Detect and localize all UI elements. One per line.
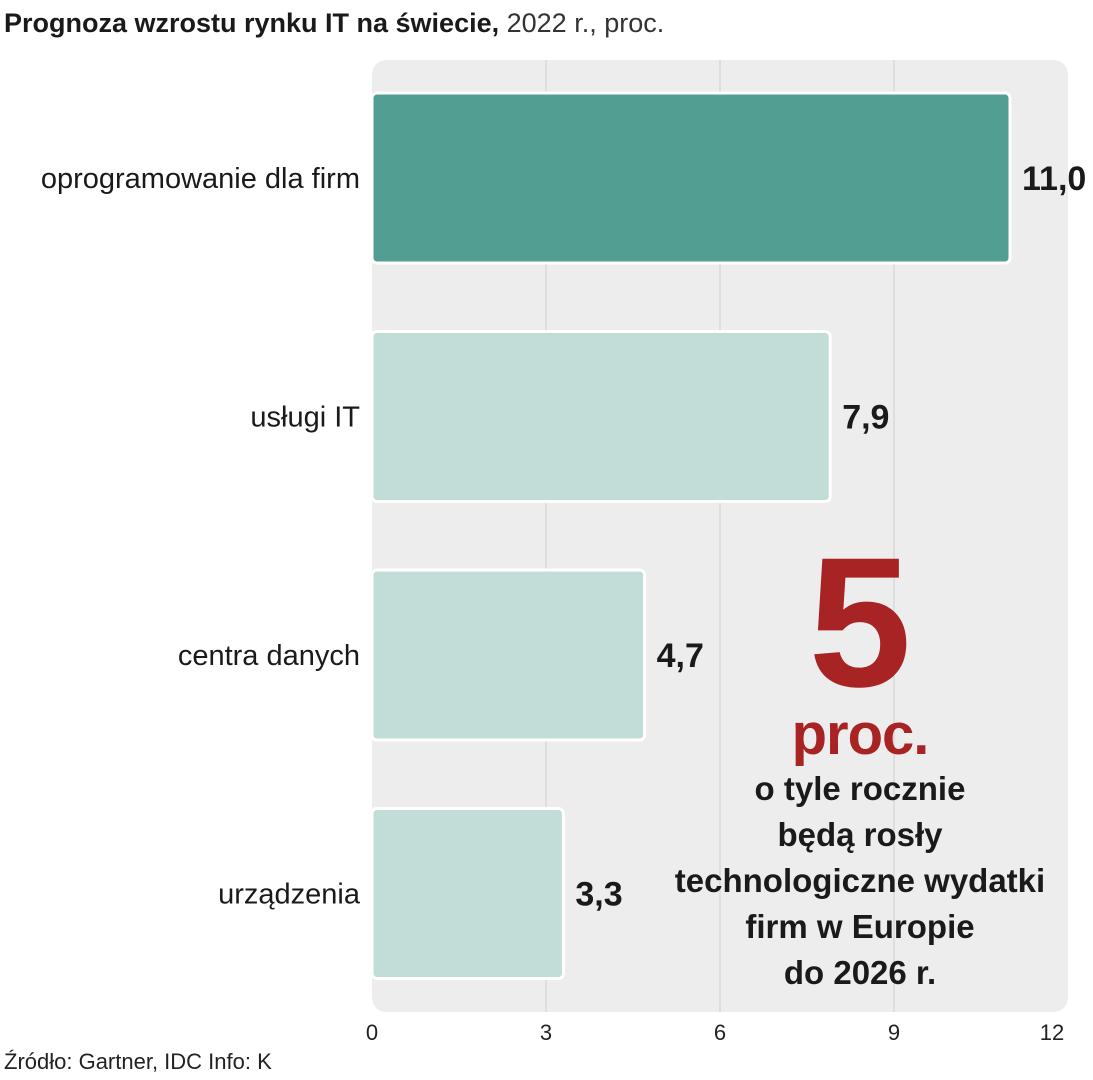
bar (370, 91, 1012, 265)
tick-label: 9 (888, 1020, 900, 1045)
callout-line: będą rosły (777, 816, 943, 853)
bar (370, 330, 832, 503)
chart-title-main: Prognoza wzrostu rynku IT na świecie, (4, 8, 500, 38)
tick-label: 0 (366, 1020, 378, 1045)
category-label: usługi IT (250, 402, 360, 434)
chart-title: Prognoza wzrostu rynku IT na świecie, 20… (4, 6, 664, 40)
callout-number: 5 (808, 520, 912, 726)
value-label: 7,9 (842, 399, 889, 437)
callout: 5 proc. o tyle rocznie będą rosły techno… (640, 520, 1080, 996)
category-label: oprogramowanie dla firm (41, 163, 360, 195)
callout-unit: proc. (791, 702, 930, 767)
tick-label: 12 (1040, 1020, 1064, 1045)
callout-line: technologiczne wydatki (674, 862, 1046, 899)
tick-label: 6 (714, 1020, 726, 1045)
callout-line: o tyle rocznie (754, 770, 966, 807)
bar (370, 807, 565, 980)
callout-line: firm w Europie (745, 908, 975, 945)
bar (370, 568, 647, 742)
value-label: 4,7 (657, 637, 704, 675)
value-label: 11,0 (1022, 160, 1086, 198)
tick-label: 3 (540, 1020, 552, 1045)
chart-title-subtitle: 2022 r., proc. (499, 8, 665, 38)
category-label: urządzenia (218, 879, 361, 911)
category-label: centra danych (178, 640, 360, 672)
value-label: 3,3 (575, 876, 622, 914)
callout-line: do 2026 r. (783, 954, 937, 991)
source-note: Źródło: Gartner, IDC Info: K (4, 1049, 272, 1074)
callout-description: o tyle rocznie będą rosły technologiczne… (640, 766, 1080, 996)
